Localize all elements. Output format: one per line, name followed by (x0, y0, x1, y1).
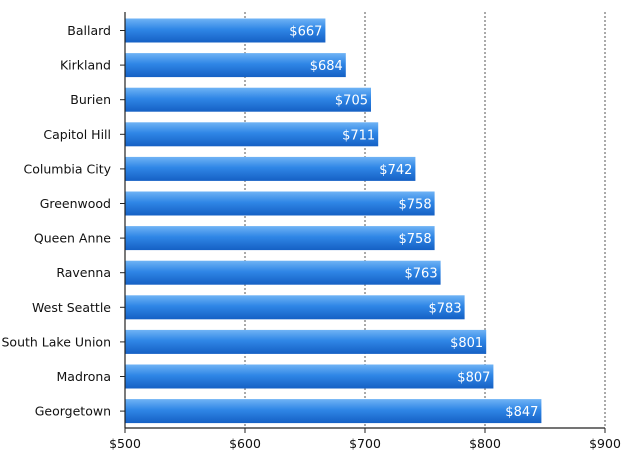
data-label: $711 (342, 128, 375, 143)
bar (125, 295, 465, 320)
bar (125, 122, 379, 147)
category-label: Ravenna (56, 265, 111, 280)
data-label: $684 (310, 59, 343, 74)
category-label: Georgetown (35, 404, 111, 419)
data-label: $705 (335, 94, 368, 109)
x-tick-label: $700 (349, 436, 381, 451)
gridlines (244, 12, 606, 428)
bar (125, 364, 494, 389)
labels: $500 $600 $700 $800 $900 Ballard $667 Kirkland $… (2, 23, 621, 451)
data-label: $742 (379, 163, 412, 178)
bar (125, 53, 346, 78)
bar (125, 329, 487, 354)
axes (120, 12, 606, 433)
data-label: $763 (405, 267, 438, 282)
bar (125, 18, 326, 43)
category-label: Madrona (57, 369, 111, 384)
data-label: $807 (457, 371, 490, 386)
data-label: $783 (429, 301, 462, 316)
x-tick-label: $800 (469, 436, 501, 451)
category-label: Capitol Hill (43, 127, 111, 142)
data-label: $758 (399, 198, 432, 213)
category-label: Queen Anne (34, 231, 111, 246)
bars (125, 18, 542, 424)
bar (125, 191, 435, 216)
x-tick-label: $600 (229, 436, 261, 451)
category-label: Burien (70, 92, 111, 107)
category-label: Greenwood (40, 196, 111, 211)
category-label: South Lake Union (2, 334, 112, 349)
category-label: Kirkland (60, 58, 111, 73)
bar (125, 226, 435, 251)
category-label: West Seattle (32, 300, 111, 315)
bar (125, 260, 441, 285)
bar (125, 156, 416, 181)
category-label: Columbia City (24, 161, 112, 176)
category-label: Ballard (67, 23, 111, 38)
data-label: $758 (399, 232, 432, 247)
data-label: $667 (289, 25, 322, 40)
x-tick-label: $900 (589, 436, 621, 451)
bar (125, 87, 371, 112)
x-tick-label: $500 (109, 436, 141, 451)
data-label: $801 (450, 336, 483, 351)
data-label: $847 (505, 405, 538, 420)
bar (125, 399, 542, 424)
